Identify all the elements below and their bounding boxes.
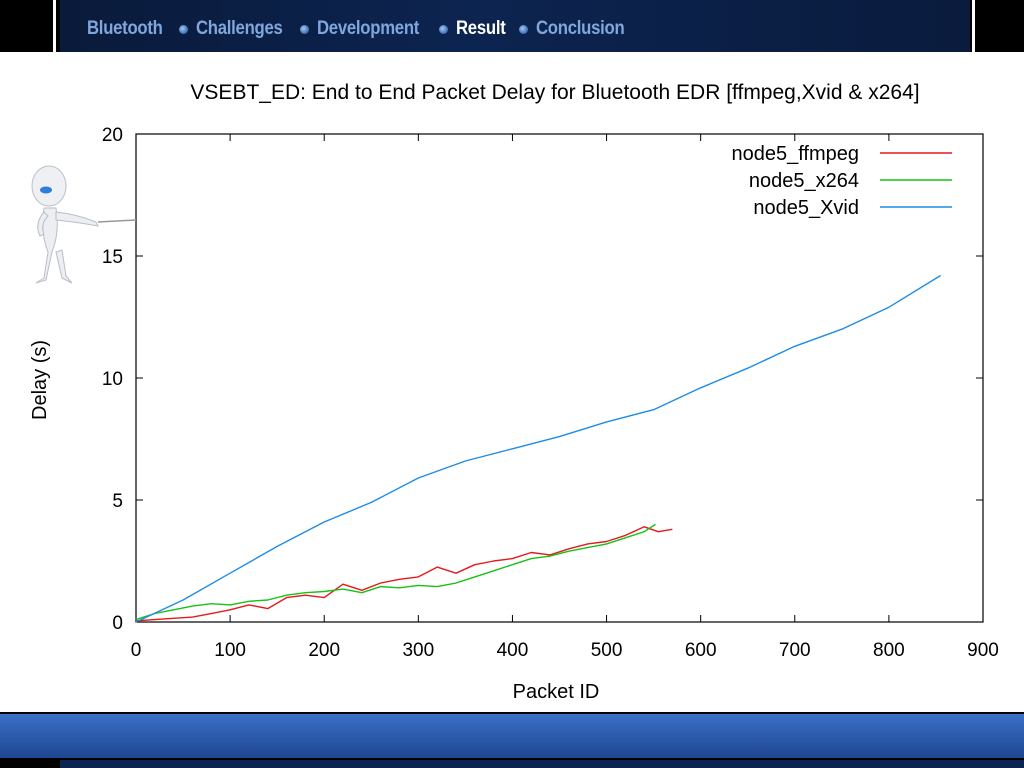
stick-figure-pointer-icon [31,165,137,284]
x-tick-label: 700 [779,640,811,661]
legend-label: node5_x264 [749,170,859,192]
y-axis: 0 5 10 15 20 [102,125,983,634]
x-axis-title: Packet ID [513,681,600,703]
series-line-node5-x264 [135,523,656,621]
nav-item-result[interactable]: Result [456,18,506,39]
series-lines [135,274,941,623]
x-tick-label: 300 [402,640,434,661]
bullet-separator-icon [439,24,449,34]
nav-item-bluetooth[interactable]: Bluetooth [87,18,163,39]
x-axis: 0 100 200 300 400 500 600 700 800 900 [131,134,999,661]
nav-left-square [0,0,56,52]
top-nav-bar: Bluetooth Challenges Development Result … [0,0,1024,52]
legend: node5_ffmpeg node5_x264 node5_Xvid [731,143,952,219]
legend-label: node5_Xvid [753,197,859,219]
series-line-node5-xvid [135,274,941,623]
x-tick-label: 800 [873,640,905,661]
y-tick-label: 20 [102,125,123,146]
y-tick-label: 15 [102,247,123,268]
x-tick-label: 100 [214,640,246,661]
bullet-separator-icon [178,24,188,34]
y-axis-title: Delay (s) [29,340,51,420]
nav-item-challenges[interactable]: Challenges [195,18,283,39]
x-tick-label: 200 [308,640,340,661]
x-tick-label: 0 [131,640,142,661]
nav-strip [60,0,970,52]
delay-chart: VSEBT_ED: End to End Packet Delay for Bl… [29,81,999,703]
y-tick-label: 5 [112,491,123,512]
x-tick-label: 400 [497,640,529,661]
y-tick-label: 0 [112,613,123,634]
bullet-separator-icon [300,24,310,34]
nav-item-conclusion[interactable]: Conclusion [535,18,625,39]
y-tick-label: 10 [102,369,123,390]
x-tick-label: 500 [591,640,623,661]
bullet-separator-icon [518,24,528,34]
series-line-node5-ffmpeg [135,526,673,622]
footer-strip [60,760,1024,768]
x-tick-label: 900 [967,640,999,661]
legend-label: node5_ffmpeg [731,143,859,165]
section-nav: Bluetooth Challenges Development Result … [87,17,636,41]
nav-right-square [972,0,1024,52]
chart-title: VSEBT_ED: End to End Packet Delay for Bl… [190,81,919,104]
footer-band [0,714,1024,758]
x-tick-label: 600 [685,640,717,661]
nav-item-development[interactable]: Development [317,18,420,39]
footer-bar [0,712,1024,768]
